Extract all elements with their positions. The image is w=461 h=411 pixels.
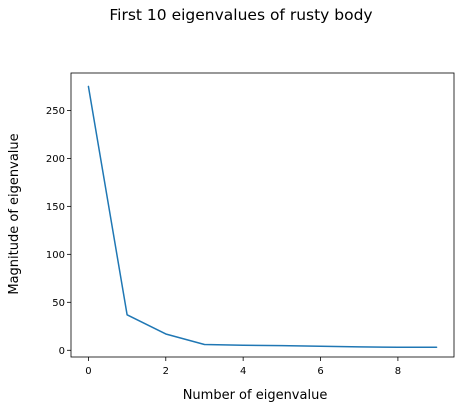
x-axis: 0 2 4 6 8 — [85, 357, 401, 377]
plot-area: 0 2 4 6 8 0 50 100 150 200 250 — [46, 72, 455, 377]
x-tick-label: 4 — [240, 366, 246, 377]
y-axis-label: Magnitude of eigenvalue — [7, 133, 22, 294]
y-axis: 0 50 100 150 200 250 — [46, 106, 71, 357]
chart-title: First 10 eigenvalues of rusty body — [109, 6, 372, 24]
y-tick-label: 100 — [46, 250, 65, 261]
x-tick-label: 8 — [395, 366, 401, 377]
x-axis-label: Number of eigenvalue — [183, 388, 328, 403]
x-tick-label: 2 — [163, 366, 169, 377]
y-tick-label: 150 — [46, 202, 65, 213]
x-tick-label: 6 — [317, 366, 323, 377]
y-tick-label: 0 — [59, 346, 65, 357]
y-tick-label: 50 — [52, 298, 65, 309]
y-tick-label: 250 — [46, 106, 65, 117]
series-line — [87, 85, 438, 349]
plot-frame — [70, 72, 455, 358]
series-layer — [87, 85, 438, 349]
y-tick-label: 200 — [46, 154, 65, 165]
x-tick-label: 0 — [85, 366, 91, 377]
